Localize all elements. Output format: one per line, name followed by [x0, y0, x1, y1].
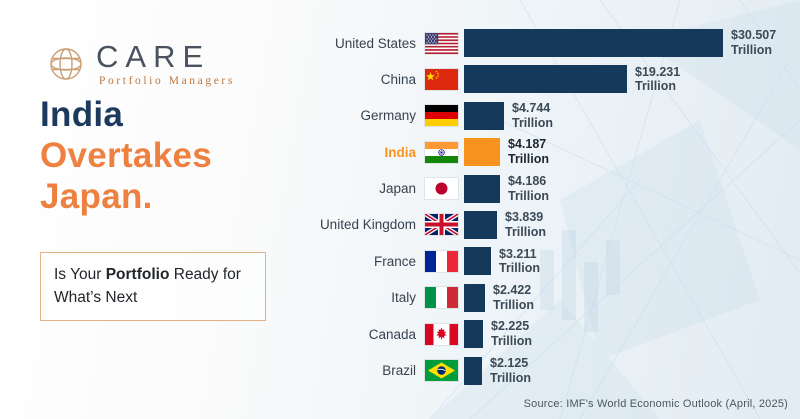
country-label: Brazil: [382, 363, 416, 379]
gdp-bar-chart: United States $30.507 Trillion China: [298, 28, 798, 393]
chart-row-japan: Japan $4.186 Trillion: [298, 173, 798, 203]
country-label: France: [373, 253, 416, 269]
tagline-suffix: Ready for What’s Next: [54, 266, 241, 307]
headline: India Overtakes Japan.: [40, 94, 212, 217]
flag-france-icon: [425, 250, 458, 272]
bar-brazil: [464, 356, 482, 385]
chart-row-france: France $3.211 Trillion: [298, 246, 798, 276]
tagline-bold: Portfolio: [105, 266, 170, 283]
chart-row-india: India $4.187 Trillion: [298, 137, 798, 167]
country-label: Italy: [391, 290, 416, 306]
flag-us-icon: [425, 32, 458, 54]
country-label: China: [380, 71, 416, 87]
headline-line2: Overtakes: [40, 136, 212, 175]
chart-row-germany: Germany $4.744 Trillion: [298, 101, 798, 130]
value-label: $19.231 Trillion: [635, 64, 681, 94]
flag-canada-icon: [425, 323, 458, 345]
chart-row-canada: Canada $2.225 Trillion: [298, 319, 798, 349]
bar-france: [464, 247, 491, 276]
value-label: $2.125 Trillion: [490, 355, 531, 385]
country-label: Canada: [368, 326, 416, 342]
chart-row-brazil: Brazil $2.125 Trillion: [298, 355, 798, 385]
value-label: $30.507 Trillion: [731, 28, 777, 57]
flag-india-icon: [425, 141, 458, 163]
chart-row-united-states: United States $30.507 Trillion: [298, 28, 798, 57]
headline-line3: Japan.: [40, 177, 153, 216]
chart-row-united-kingdom: United Kingdom $3.839 Trillion: [298, 210, 798, 239]
bar-germany: [464, 101, 504, 130]
value-label: $4.186 Trillion: [508, 173, 549, 203]
bar-india: [464, 138, 500, 167]
flag-brazil-icon: [425, 360, 458, 382]
flag-japan-icon: [425, 178, 458, 200]
bar-italy: [464, 283, 485, 312]
flag-italy-icon: [425, 287, 458, 309]
value-label: $3.211 Trillion: [499, 246, 540, 276]
flag-germany-icon: [425, 105, 458, 127]
flag-uk-icon: [425, 214, 458, 236]
chart-row-italy: Italy $2.422 Trillion: [298, 282, 798, 312]
brand-logo: CARE Portfolio Managers: [42, 40, 235, 88]
country-label: Germany: [360, 108, 416, 124]
globe-icon: [42, 40, 90, 88]
flag-china-icon: [425, 68, 458, 90]
bar-united-states: [464, 29, 723, 57]
value-label: $2.225 Trillion: [491, 319, 532, 349]
country-label: Japan: [379, 181, 416, 197]
bar-united-kingdom: [464, 210, 497, 239]
headline-line1: India: [40, 95, 124, 134]
country-label: United States: [334, 35, 416, 51]
value-label: $4.187 Trillion: [508, 137, 549, 167]
chart-row-china: China $19.231 Trillion: [298, 64, 798, 94]
value-label: $2.422 Trillion: [493, 282, 534, 312]
value-label: $3.839 Trillion: [505, 210, 546, 239]
bar-canada: [464, 320, 483, 349]
source-attribution: Source: IMF's World Economic Outlook (Ap…: [523, 398, 788, 410]
bar-japan: [464, 174, 500, 203]
brand-name: CARE: [96, 39, 211, 74]
tagline-prefix: Is Your: [54, 266, 106, 283]
country-label: United Kingdom: [319, 217, 416, 233]
bar-china: [464, 65, 627, 94]
country-label: India: [384, 144, 416, 160]
tagline-box: Is Your Portfolio Ready for What’s Next: [40, 252, 266, 321]
brand-text: CARE Portfolio Managers: [96, 41, 235, 87]
value-label: $4.744 Trillion: [512, 101, 553, 130]
brand-tagline: Portfolio Managers: [99, 75, 235, 87]
